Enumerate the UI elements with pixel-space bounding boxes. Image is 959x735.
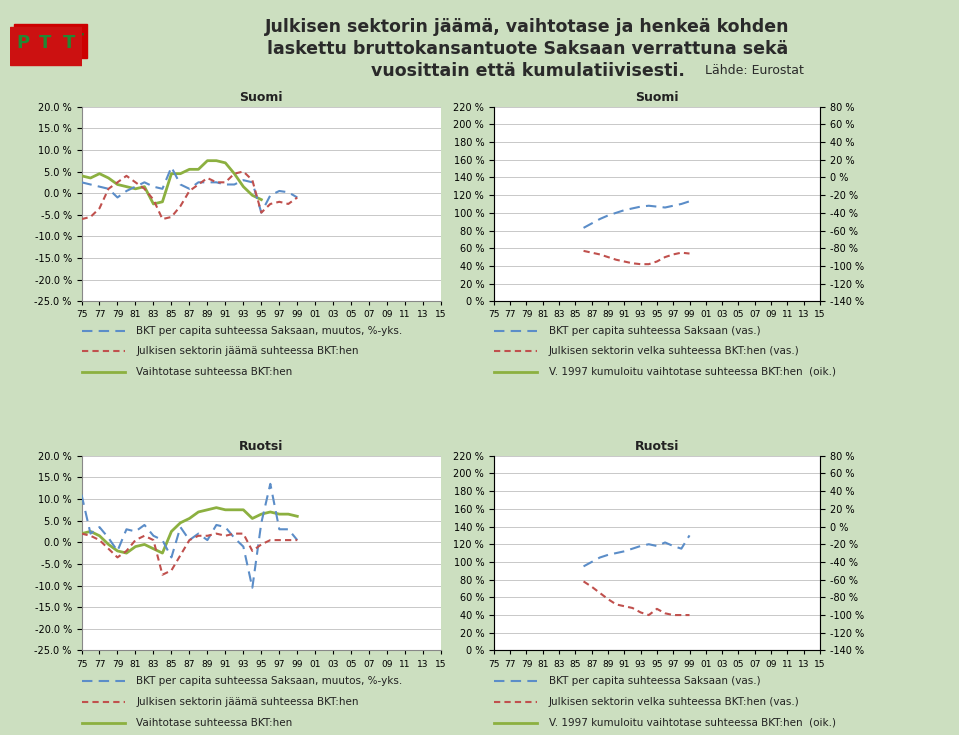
Text: Julkisen sektorin jäämä suhteessa BKT:hen: Julkisen sektorin jäämä suhteessa BKT:he… xyxy=(136,346,359,356)
Text: Julkisen sektorin jäämä suhteessa BKT:hen: Julkisen sektorin jäämä suhteessa BKT:he… xyxy=(136,697,359,707)
Text: Vaihtotase suhteessa BKT:hen: Vaihtotase suhteessa BKT:hen xyxy=(136,717,292,728)
Text: BKT per capita suhteessa Saksaan (vas.): BKT per capita suhteessa Saksaan (vas.) xyxy=(549,326,760,336)
Bar xyxy=(13,24,87,59)
Title: Suomi: Suomi xyxy=(635,91,679,104)
Text: Julkisen sektorin velka suhteessa BKT:hen (vas.): Julkisen sektorin velka suhteessa BKT:he… xyxy=(549,346,799,356)
Bar xyxy=(10,26,82,65)
Text: V. 1997 kumuloitu vaihtotase suhteessa BKT:hen  (oik.): V. 1997 kumuloitu vaihtotase suhteessa B… xyxy=(549,367,835,377)
Text: T: T xyxy=(39,35,52,52)
Text: vuosittain että kumulatiivisesti.: vuosittain että kumulatiivisesti. xyxy=(370,62,685,80)
Text: Lähde: Eurostat: Lähde: Eurostat xyxy=(705,64,804,77)
Text: P  T  T: P T T xyxy=(16,32,84,51)
Text: Vaihtotase suhteessa BKT:hen: Vaihtotase suhteessa BKT:hen xyxy=(136,367,292,377)
Title: Ruotsi: Ruotsi xyxy=(635,440,679,453)
Title: Ruotsi: Ruotsi xyxy=(239,440,284,453)
Text: BKT per capita suhteessa Saksaan, muutos, %-yks.: BKT per capita suhteessa Saksaan, muutos… xyxy=(136,676,403,686)
Title: Suomi: Suomi xyxy=(240,91,283,104)
Text: Julkisen sektorin jäämä, vaihtotase ja henkeä kohden: Julkisen sektorin jäämä, vaihtotase ja h… xyxy=(266,18,789,36)
Text: P: P xyxy=(16,35,29,52)
Text: V. 1997 kumuloitu vaihtotase suhteessa BKT:hen  (oik.): V. 1997 kumuloitu vaihtotase suhteessa B… xyxy=(549,717,835,728)
Text: Julkisen sektorin velka suhteessa BKT:hen (vas.): Julkisen sektorin velka suhteessa BKT:he… xyxy=(549,697,799,707)
Text: BKT per capita suhteessa Saksaan (vas.): BKT per capita suhteessa Saksaan (vas.) xyxy=(549,676,760,686)
Text: BKT per capita suhteessa Saksaan, muutos, %-yks.: BKT per capita suhteessa Saksaan, muutos… xyxy=(136,326,403,336)
Text: T: T xyxy=(62,35,75,52)
Text: laskettu bruttokansantuote Saksaan verrattuna sekä: laskettu bruttokansantuote Saksaan verra… xyxy=(267,40,788,58)
